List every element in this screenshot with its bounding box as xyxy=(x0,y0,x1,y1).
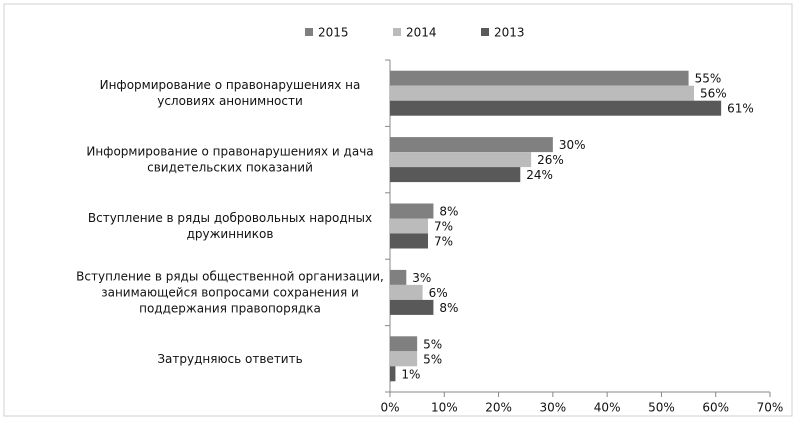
category-label: Вступление в ряды добровольных народных д… xyxy=(88,211,372,241)
bar xyxy=(390,269,407,285)
category-label-line: Затрудняюсь ответить xyxy=(157,351,302,365)
category-label: Вступление в ряды общественной организац… xyxy=(76,269,384,315)
x-tick-label: 0% xyxy=(380,401,399,415)
value-label: 5% xyxy=(423,352,442,366)
x-tick-label: 40% xyxy=(594,401,621,415)
x-tick-label: 60% xyxy=(702,401,729,415)
value-label: 8% xyxy=(439,205,458,219)
category-label-line: Вступление в ряды добровольных народных xyxy=(88,211,372,225)
category-label-line: дружинников xyxy=(187,227,274,241)
category-label-line: Информирование о правонарушениях на xyxy=(100,78,361,92)
category-label: Информирование о правонарушениях и дача с… xyxy=(86,144,373,174)
x-tick-label: 30% xyxy=(540,401,567,415)
value-label: 3% xyxy=(412,271,431,285)
legend-label: 2013 xyxy=(494,26,525,40)
legend-label: 2014 xyxy=(406,26,437,40)
legend-swatch xyxy=(481,28,489,36)
bar xyxy=(390,137,553,153)
category-label-line: Информирование о правонарушениях и дача xyxy=(86,144,373,158)
value-label: 5% xyxy=(423,337,442,351)
bar xyxy=(390,336,418,352)
x-tick-label: 70% xyxy=(757,401,784,415)
value-label: 56% xyxy=(700,87,727,101)
bar xyxy=(390,70,689,86)
category-label: Информирование о правонарушениях на услов… xyxy=(100,78,361,108)
bar xyxy=(390,100,722,116)
category-label: Затрудняюсь ответить xyxy=(157,351,302,365)
value-label: 6% xyxy=(429,286,448,300)
bar xyxy=(390,203,434,219)
bar xyxy=(390,152,532,168)
value-label: 8% xyxy=(439,301,458,315)
category-label-line: занимающейся вопросами сохранения и xyxy=(101,285,359,299)
category-label-line: свидетельских показаний xyxy=(147,160,313,174)
bar xyxy=(390,284,423,300)
category-label-line: поддержания правопорядка xyxy=(139,301,321,315)
x-tick-label: 20% xyxy=(485,401,512,415)
bar xyxy=(390,85,694,101)
value-label: 30% xyxy=(559,138,586,152)
value-label: 61% xyxy=(727,102,754,116)
value-label: 7% xyxy=(434,235,453,249)
bar xyxy=(390,218,428,234)
bar xyxy=(390,366,396,382)
value-label: 7% xyxy=(434,220,453,234)
category-label-line: Вступление в ряды общественной организац… xyxy=(76,269,384,283)
legend-swatch xyxy=(393,28,401,36)
value-label: 1% xyxy=(401,367,420,381)
value-label: 55% xyxy=(695,72,722,86)
legend-swatch xyxy=(305,28,313,36)
x-tick-label: 50% xyxy=(648,401,675,415)
bar xyxy=(390,233,428,249)
bar xyxy=(390,299,434,315)
bar xyxy=(390,351,418,367)
value-label: 24% xyxy=(526,168,553,182)
x-tick-label: 10% xyxy=(431,401,458,415)
bar xyxy=(390,167,521,183)
category-label-line: условиях анонимности xyxy=(157,94,303,108)
legend-label: 2015 xyxy=(318,26,349,40)
value-label: 26% xyxy=(537,153,564,167)
